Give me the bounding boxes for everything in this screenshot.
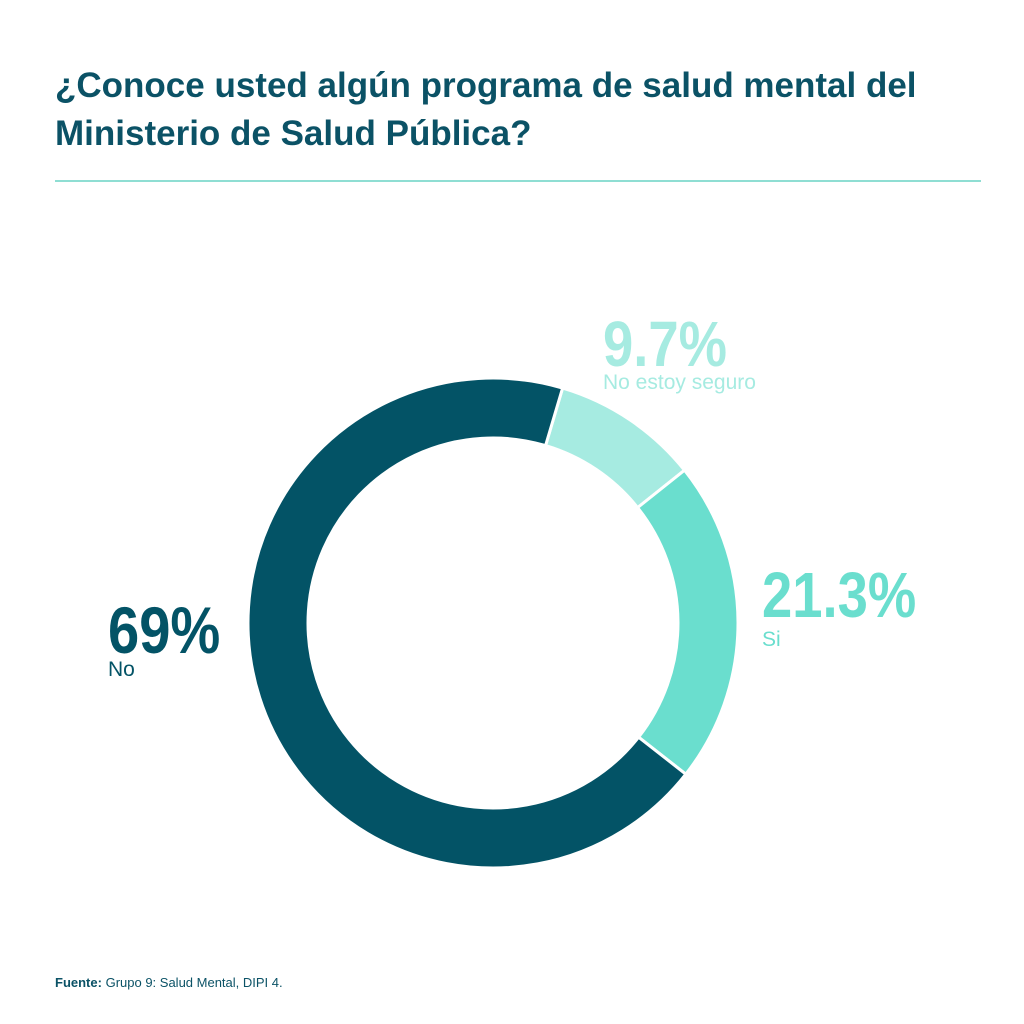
donut-slice-si xyxy=(635,468,740,777)
slice-category-label-si: Si xyxy=(762,628,781,651)
source-text: Grupo 9: Salud Mental, DIPI 4. xyxy=(105,975,283,990)
source-label: Fuente: xyxy=(55,975,102,990)
slice-category-label-no: No xyxy=(108,658,135,681)
donut-slice-no xyxy=(246,376,688,870)
slice-value-label-no-estoy-seguro: 9.7% xyxy=(603,308,727,380)
donut-slices xyxy=(246,376,740,870)
page-title: ¿Conoce usted algún programa de salud me… xyxy=(55,66,917,153)
source-note: Fuente: Grupo 9: Salud Mental, DIPI 4. xyxy=(55,975,283,990)
slice-value-label-si: 21.3% xyxy=(762,559,916,631)
slice-category-label-no-estoy-seguro: No estoy seguro xyxy=(603,371,756,394)
title-divider xyxy=(55,180,981,182)
slice-value-label-no: 69% xyxy=(108,594,220,667)
